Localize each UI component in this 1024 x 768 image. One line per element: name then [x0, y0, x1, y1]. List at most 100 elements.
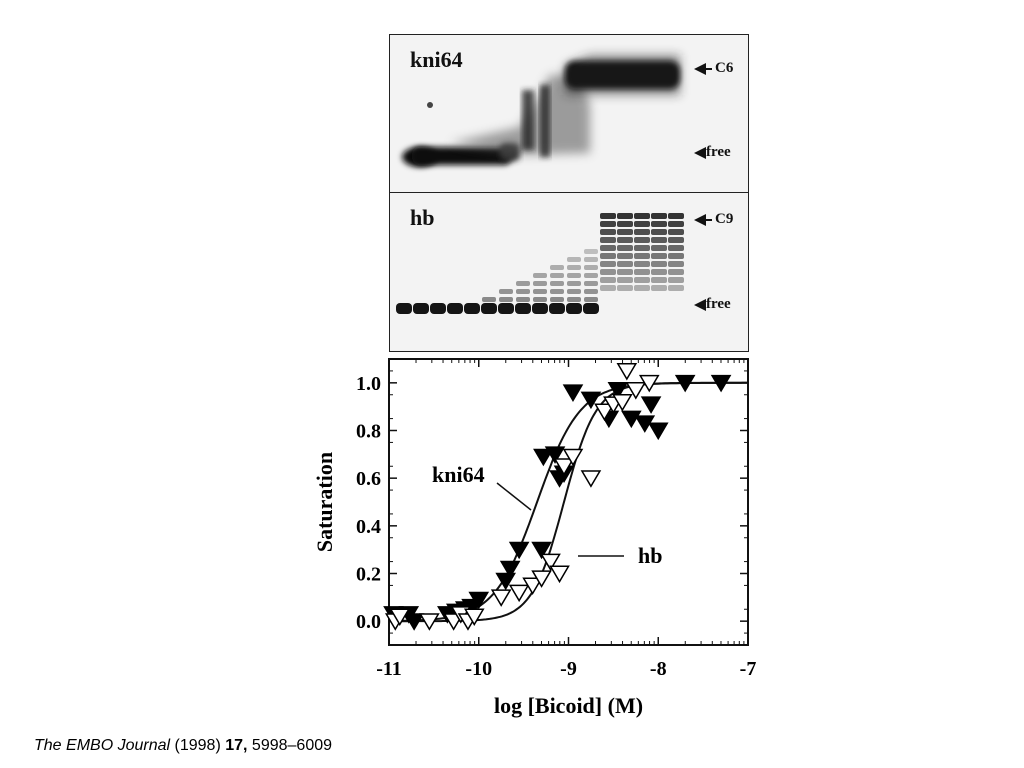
data-point-hb: [612, 393, 633, 412]
arrow-left-icon: [694, 213, 706, 226]
data-point-kni64: [499, 560, 521, 579]
series-annotation-kni64: kni64: [432, 462, 485, 487]
gel-band-complex: [668, 285, 684, 291]
x-tick-label: -7: [740, 658, 757, 680]
data-point-hb: [419, 613, 440, 631]
citation-journal: The EMBO Journal: [34, 737, 171, 754]
gel-band-intermediate: [584, 249, 598, 254]
gel-band-complex: [600, 245, 616, 251]
band-label-c6-text: C6: [715, 60, 734, 76]
gel-band-complex: [617, 229, 633, 235]
data-point-kni64: [674, 374, 696, 393]
gel-band-complex: [600, 221, 616, 227]
gel-band-complex: [634, 253, 650, 259]
data-point-hb: [580, 470, 602, 488]
gel-band-complex: [617, 237, 633, 243]
data-point-kni64: [621, 410, 642, 429]
citation: The EMBO Journal (1998) 17, 5998–6009: [34, 737, 332, 755]
gel-band-complex: [651, 277, 667, 283]
gel-band-intermediate: [567, 289, 581, 294]
gel-band-complex: [600, 285, 616, 291]
gel-panel-hb: hb: [389, 192, 749, 352]
data-point-kni64: [531, 541, 552, 560]
gel-band-intermediate: [550, 289, 564, 294]
gel-band-complex: [600, 237, 616, 243]
gel-band-intermediate: [516, 297, 530, 302]
gel-band-complex: [634, 221, 650, 227]
gel-band-complex: [617, 253, 633, 259]
data-point-hb: [463, 608, 485, 626]
series-annotation-hb: hb: [638, 543, 662, 568]
fit-curve-hb: [389, 381, 748, 623]
band-label-c9-text: C9: [715, 211, 734, 227]
data-point-kni64: [533, 448, 554, 467]
gel-image-hb: [396, 213, 684, 314]
gel-image-kni64: [402, 55, 680, 167]
band-label-c9: C9: [694, 211, 733, 228]
gel-band-complex: [668, 245, 684, 251]
gel-band-intermediate: [550, 265, 564, 270]
x-axis-label: log [Bicoid] (M): [494, 693, 643, 718]
arrow-left-icon: [694, 62, 706, 75]
gel-band-complex: [600, 277, 616, 283]
data-point-hb: [638, 374, 660, 393]
gel-band-complex: [651, 237, 667, 243]
gel-band-intermediate: [550, 273, 564, 278]
y-tick-label: 0.6: [356, 468, 381, 490]
gel-band-intermediate: [482, 297, 496, 302]
gel-title-kni64: kni64: [410, 47, 463, 72]
gel-band-intermediate: [584, 273, 598, 278]
gel-band-intermediate: [550, 281, 564, 286]
gel-band-intermediate: [499, 297, 513, 302]
citation-pages: 5998–6009: [251, 737, 333, 754]
data-point-kni64: [640, 396, 662, 414]
gel-band-complex: [668, 277, 684, 283]
gel-band-complex: [651, 253, 667, 259]
data-point-hb: [616, 362, 638, 381]
gel-band-complex: [634, 245, 650, 251]
gel-band-free: [464, 303, 480, 314]
gel-band-complex: [651, 261, 667, 267]
gel-band-complex: [651, 245, 667, 251]
data-point-hb: [490, 589, 512, 607]
y-tick-label: 1.0: [356, 373, 381, 395]
gel-band-complex: [617, 221, 633, 227]
kni64-annotation-leader: [496, 482, 532, 511]
gel-band-intermediate: [567, 265, 581, 270]
gel-band-intermediate: [516, 281, 530, 286]
gel-band-complex: [617, 285, 633, 291]
band-label-free-top: free: [694, 144, 731, 161]
gel-title-hb: hb: [410, 205, 435, 230]
x-tick-label: -10: [465, 658, 492, 680]
data-point-hb: [389, 608, 411, 626]
data-point-hb: [540, 553, 561, 572]
gel-band-intermediate: [584, 297, 598, 302]
data-point-kni64: [544, 446, 566, 464]
gel-band-free: [413, 303, 429, 314]
gel-band-intermediate: [533, 297, 547, 302]
gel-band-complex: [617, 269, 633, 275]
gel-band-complex: [651, 221, 667, 227]
y-axis-label: Saturation: [312, 452, 337, 552]
data-point-kni64: [580, 391, 602, 410]
gel-band-free: [396, 303, 412, 314]
citation-year: (1998): [174, 737, 221, 754]
gel-band-intermediate: [584, 265, 598, 270]
arrow-left-icon: [694, 298, 706, 311]
data-point-hb: [594, 403, 615, 422]
gel-band-intermediate: [533, 273, 547, 278]
gel-band-intermediate: [567, 273, 581, 278]
gel-band-complex: [668, 237, 684, 243]
gel-band-complex: [600, 269, 616, 275]
gel-band-complex: [634, 261, 650, 267]
gel-band-intermediate: [567, 297, 581, 302]
gel-band-free: [532, 303, 548, 314]
gel-band-complex: [668, 269, 684, 275]
gel-panel-kni64: kni64: [389, 34, 749, 193]
fit-curve-kni64: [389, 381, 748, 622]
band-label-free-bottom: free: [694, 296, 731, 313]
data-point-kni64: [647, 422, 669, 441]
gel-band-intermediate: [584, 257, 598, 262]
gel-band-complex: [634, 213, 650, 219]
arrow-left-icon: [694, 146, 706, 159]
